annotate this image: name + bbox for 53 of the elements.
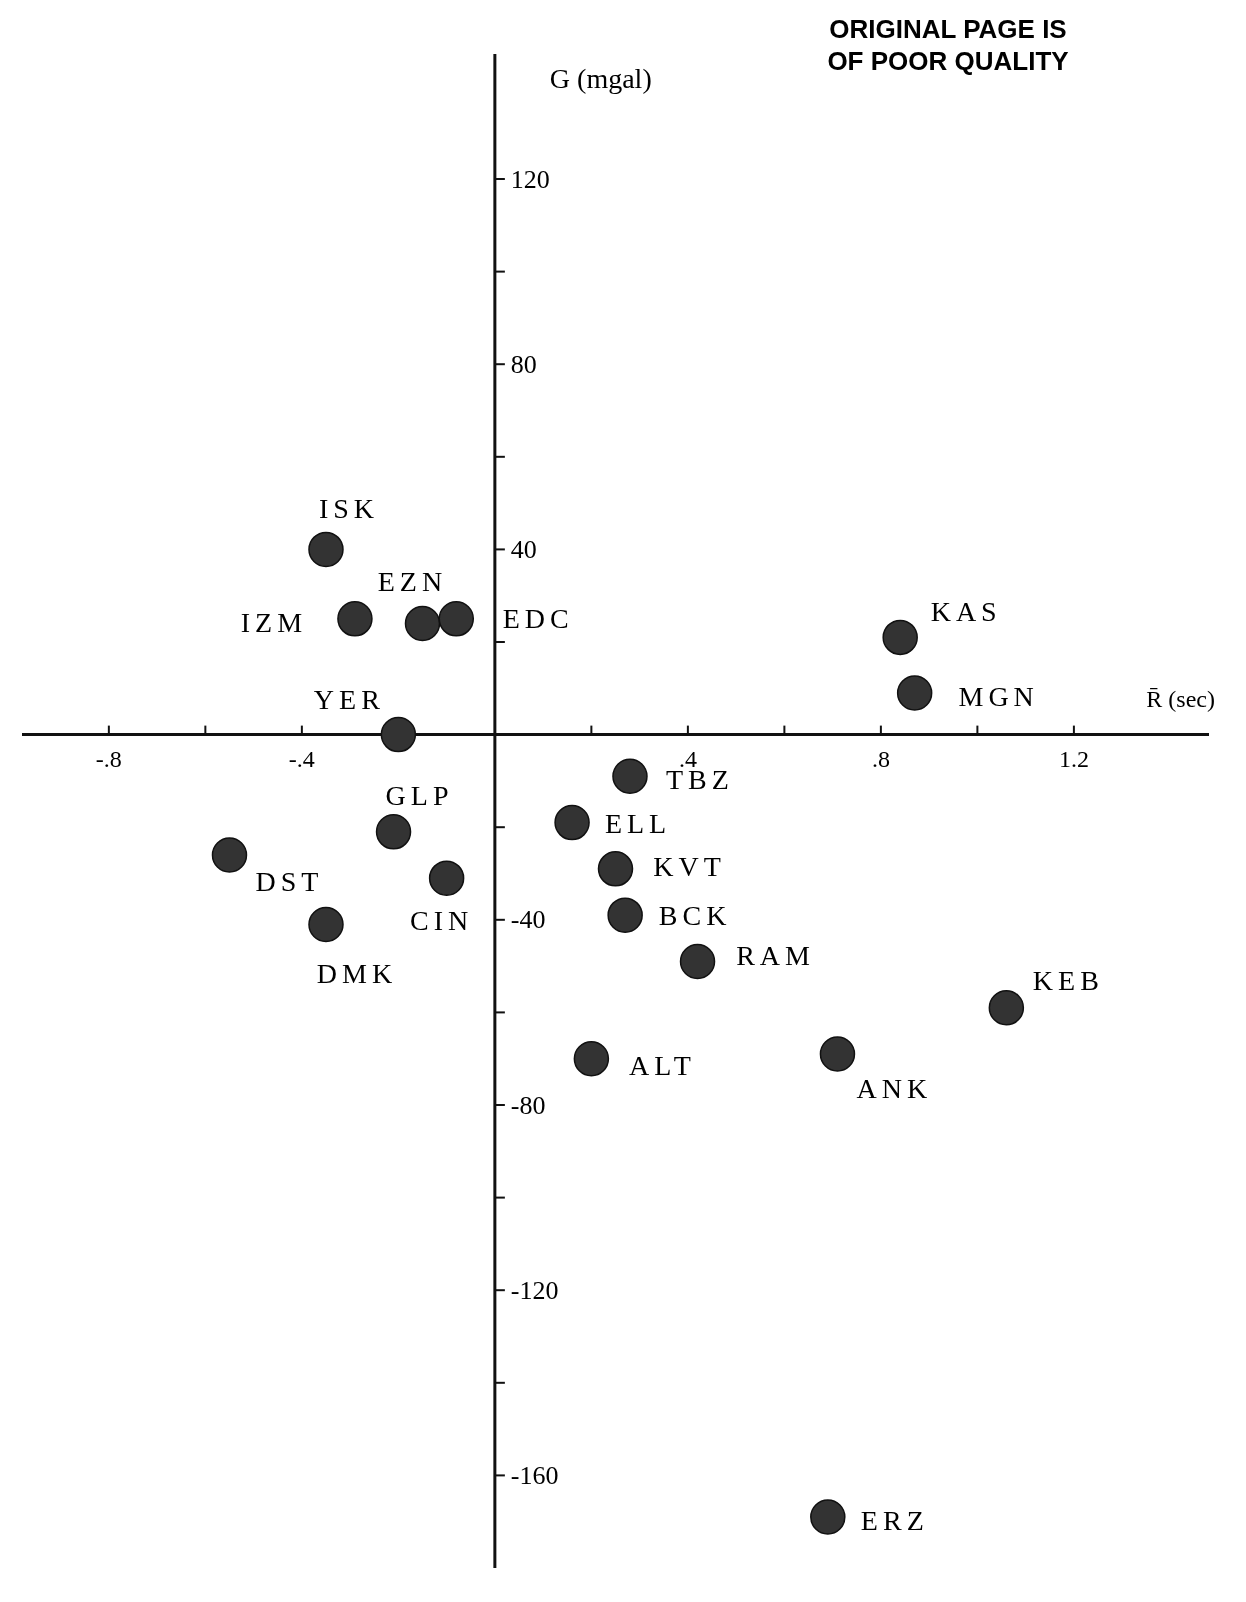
point <box>988 990 1025 1026</box>
x-tick-label: -.4 <box>288 745 315 772</box>
annotation: ELL <box>604 808 672 840</box>
y-tick-label: -80 <box>510 1090 546 1120</box>
annotation: ALT <box>628 1050 696 1082</box>
annotation: BCK <box>658 899 732 931</box>
point <box>896 675 933 711</box>
annotation: KEB <box>1032 965 1104 997</box>
point <box>679 943 716 980</box>
x-tick-label: 1.2 <box>1058 745 1089 772</box>
y-tick-label: 120 <box>510 164 550 194</box>
annotation: ERZ <box>860 1504 929 1536</box>
point <box>554 804 590 841</box>
point <box>607 897 643 933</box>
point <box>882 619 918 656</box>
point <box>819 1036 856 1072</box>
point <box>308 531 344 568</box>
y-tick-label: -40 <box>510 905 546 935</box>
y-tick-label: 80 <box>510 349 537 379</box>
y-tick-label: -160 <box>510 1460 559 1490</box>
annotation: RAM <box>736 939 815 971</box>
point <box>211 837 248 873</box>
annotation: ISK <box>318 492 380 524</box>
x-tick-label: -.8 <box>95 745 122 772</box>
point <box>810 1499 846 1535</box>
annotation: ORIGINAL PAGE IS OF POOR QUALITY <box>827 14 1069 76</box>
annotation: CIN <box>410 904 474 936</box>
annotation: ANK <box>856 1072 933 1104</box>
annotation: EZN <box>377 565 448 597</box>
point <box>428 860 465 896</box>
point <box>337 601 373 637</box>
point <box>308 906 344 943</box>
annotation: IZM <box>240 607 308 639</box>
y-axis-title: G (mgal) <box>549 63 652 94</box>
annotation: MGN <box>958 681 1039 713</box>
annotation: GLP <box>385 780 454 812</box>
point <box>597 851 634 887</box>
y-tick-label: -120 <box>510 1275 559 1305</box>
y-tick-label: 40 <box>510 534 537 564</box>
point <box>438 601 475 637</box>
annotation: EDC <box>502 603 574 635</box>
annotation: DST <box>255 866 324 898</box>
x-tick-label: .8 <box>871 745 890 772</box>
annotation: KAS <box>930 595 1002 627</box>
annotation: DMK <box>316 957 398 989</box>
annotation: YER <box>313 684 385 716</box>
point <box>375 814 412 850</box>
annotation: KVT <box>653 851 726 883</box>
point <box>612 758 648 795</box>
x-axis-title: R̄ (sec) <box>1146 685 1215 712</box>
point <box>573 1040 610 1077</box>
point <box>380 716 417 753</box>
point <box>404 605 441 642</box>
